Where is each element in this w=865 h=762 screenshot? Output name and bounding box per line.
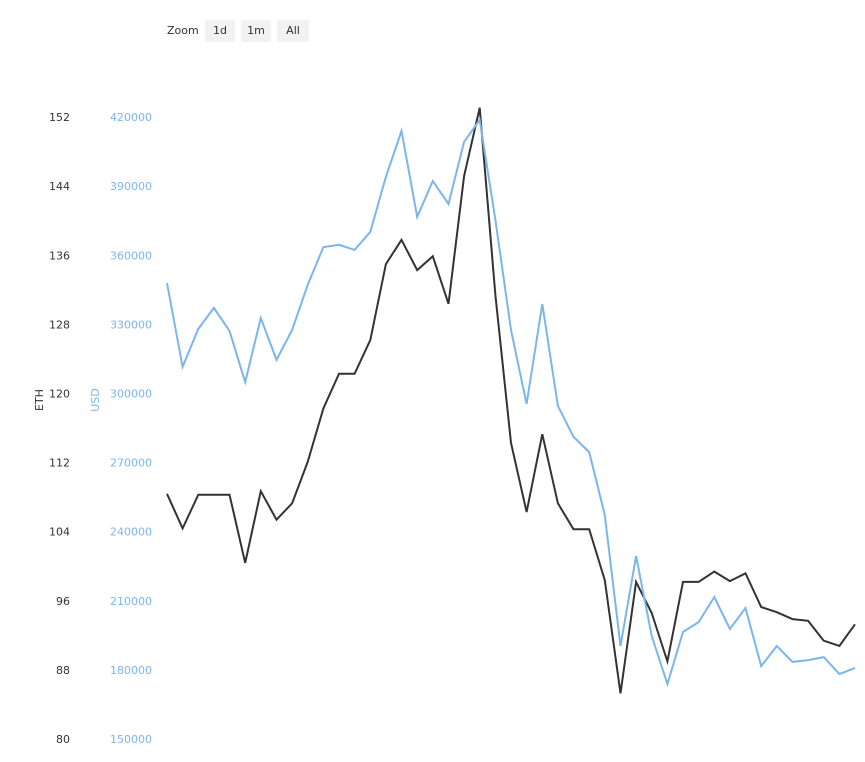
y-tick-label: 120 (49, 388, 70, 401)
y-tick-label: 80 (56, 733, 70, 746)
y2-tick-label: 150000 (110, 733, 152, 746)
y2-axis-title: USD (89, 388, 102, 412)
y-tick-label: 104 (49, 526, 70, 539)
y2-tick-label: 390000 (110, 180, 152, 193)
y-tick-label: 144 (49, 180, 70, 193)
y2-tick-label: 360000 (110, 249, 152, 262)
y2-tick-label: 210000 (110, 595, 152, 608)
zoom-button-label[interactable]: 1d (213, 24, 227, 37)
y2-tick-label: 300000 (110, 388, 152, 401)
zoom-button[interactable] (205, 20, 235, 42)
zoom-button-label[interactable]: 1m (247, 24, 265, 37)
y-tick-label: 96 (56, 595, 70, 608)
y-tick-label: 128 (49, 318, 70, 331)
y-tick-label: 112 (49, 457, 70, 470)
y-tick-label: 152 (49, 111, 70, 124)
series-line (166, 107, 856, 694)
y2-tick-label: 180000 (110, 664, 152, 677)
zoom-label: Zoom (167, 24, 199, 37)
y-tick-label: 88 (56, 664, 70, 677)
y2-tick-label: 330000 (110, 318, 152, 331)
y2-tick-label: 240000 (110, 526, 152, 539)
zoom-button[interactable] (241, 20, 271, 42)
zoom-button-label[interactable]: All (286, 24, 300, 37)
y2-tick-label: 420000 (110, 111, 152, 124)
y-tick-label: 136 (49, 249, 70, 262)
y-axis-title: ETH (33, 389, 46, 411)
zoom-button[interactable] (277, 20, 309, 42)
series-line (166, 117, 856, 688)
y2-tick-label: 270000 (110, 457, 152, 470)
